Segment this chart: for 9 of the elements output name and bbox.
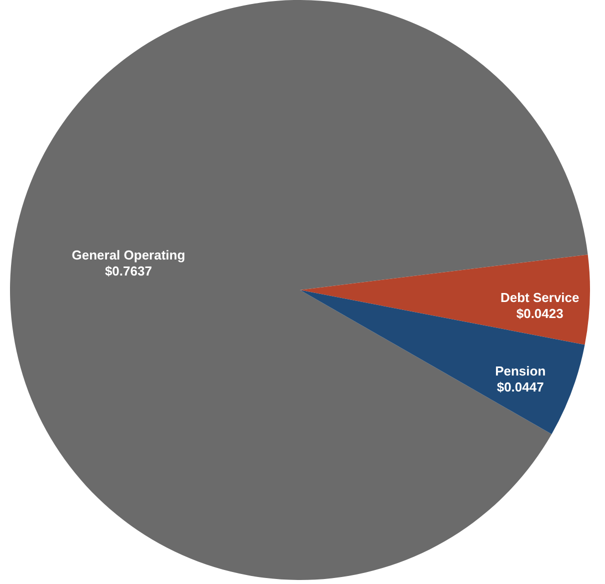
data-label: $0.0423 [516, 306, 564, 322]
data-label: $0.0447 [496, 380, 544, 395]
slice-label: Debt Service [500, 290, 580, 306]
pie-slice [10, 0, 588, 580]
slice-label: General Operating [72, 247, 186, 262]
slice-label: Pension [495, 364, 546, 379]
pie-slice [300, 290, 585, 434]
data-label: $0.7637 [104, 263, 152, 278]
pie-slice [300, 254, 590, 345]
